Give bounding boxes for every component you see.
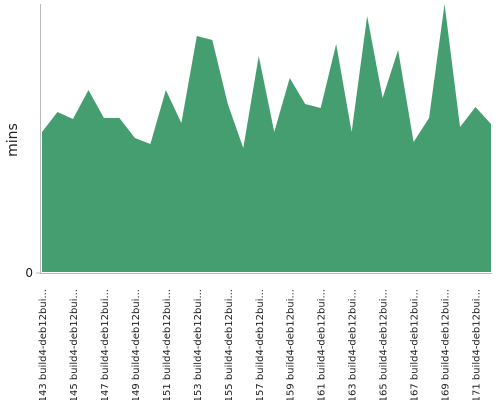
x-tick-label: #161 build4-deb12bui... (317, 289, 328, 400)
x-tick-label: #157 build4-deb12bui... (255, 289, 266, 400)
x-tick-label: #165 build4-deb12bui... (379, 289, 390, 400)
x-tick-label: #163 build4-deb12bui... (348, 289, 359, 400)
x-tick-label: #169 build4-deb12bui... (441, 289, 452, 400)
x-tick-label: #153 build4-deb12bui... (193, 289, 204, 400)
x-tick-label: #155 build4-deb12bui... (224, 289, 235, 400)
x-tick-label: #147 build4-deb12bui... (100, 289, 111, 400)
x-tick-label: #143 build4-deb12bui... (38, 289, 49, 400)
y-axis-label: mins (5, 123, 21, 157)
x-tick-label: #151 build4-deb12bui... (162, 289, 173, 400)
area (42, 4, 491, 272)
x-tick-label: #159 build4-deb12bui... (286, 289, 297, 400)
x-tick-label: #171 build4-deb12bui... (472, 289, 483, 400)
x-tick-label: #145 build4-deb12bui... (69, 289, 80, 400)
y-tick-label: 0 (25, 266, 33, 280)
x-tick-label: #167 build4-deb12bui... (410, 289, 421, 400)
x-tick-label: #149 build4-deb12bui... (131, 289, 142, 400)
